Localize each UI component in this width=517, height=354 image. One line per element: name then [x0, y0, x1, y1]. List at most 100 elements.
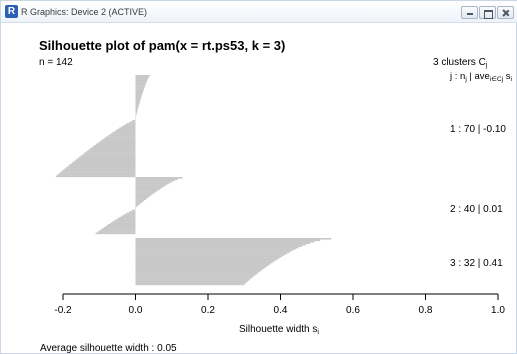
close-icon[interactable] [497, 6, 514, 19]
silhouette-bar-c2 [135, 198, 147, 200]
silhouette-bar-c2 [135, 191, 156, 193]
plot-title: Silhouette plot of pam(x = rt.ps53, k = … [39, 38, 285, 53]
silhouette-bar-c3 [135, 238, 332, 240]
silhouette-bar-c1 [135, 105, 139, 108]
silhouette-bar-c1 [135, 95, 142, 98]
silhouette-bar-c3 [135, 283, 245, 286]
silhouette-bar-c1 [135, 93, 143, 96]
silhouette-bar-c2 [135, 199, 145, 202]
silhouette-bar-c3 [135, 280, 248, 283]
silhouette-bar-c2 [135, 192, 154, 195]
silhouette-bar-c2 [135, 177, 183, 179]
legend-header-sub3: i [510, 76, 511, 83]
silhouette-bar-c1 [135, 92, 143, 95]
x-axis-label-sub: i [317, 329, 319, 336]
silhouette-bar-c1 [106, 136, 136, 138]
silhouette-bar-c2 [135, 188, 160, 190]
silhouette-bar-c1 [116, 128, 136, 131]
silhouette-bar-c1 [82, 153, 136, 156]
silhouette-bar-c1 [131, 120, 136, 122]
maximize-icon[interactable] [479, 6, 496, 19]
silhouette-bar-c1 [69, 163, 136, 166]
x-tick-label: -0.2 [54, 305, 72, 316]
silhouette-bar-c1 [135, 108, 138, 111]
silhouette-bar-c2 [105, 225, 136, 228]
silhouette-bar-c1 [135, 101, 140, 103]
silhouette-bar-c2 [135, 179, 175, 182]
silhouette-bar-c2 [135, 189, 158, 192]
silhouette-bar-c1 [94, 144, 136, 147]
silhouette-bar-c3 [135, 265, 267, 268]
silhouette-bar-c1 [59, 172, 136, 175]
silhouette-bar-c2 [95, 232, 136, 235]
silhouette-bar-c1 [71, 162, 136, 165]
silhouette-bar-c1 [62, 169, 136, 172]
silhouette-bar-c3 [135, 249, 293, 252]
x-tick-label: 0.8 [419, 305, 433, 316]
silhouette-bar-c1 [104, 137, 136, 140]
window-title: R Graphics: Device 2 (ACTIVE) [21, 7, 148, 17]
silhouette-bar-c1 [98, 142, 136, 144]
silhouette-bar-c1 [73, 160, 136, 163]
silhouette-bar-c1 [135, 89, 144, 92]
silhouette-bar-c3 [135, 277, 252, 280]
silhouette-bar-c3 [135, 242, 310, 245]
average-width-label: Average silhouette width : 0.05 [40, 343, 177, 354]
minimize-icon[interactable] [461, 6, 478, 19]
silhouette-bar-c3 [135, 251, 290, 253]
silhouette-bar-c2 [112, 221, 136, 223]
silhouette-bar-c1 [108, 134, 136, 137]
silhouette-bar-c1 [86, 150, 136, 153]
silhouette-bar-c1 [135, 111, 138, 114]
silhouette-bar-c1 [135, 77, 149, 80]
silhouette-bar-c2 [103, 226, 136, 229]
silhouette-bar-c2 [121, 215, 136, 218]
silhouette-bar-c3 [135, 262, 271, 265]
title-bar[interactable]: R R Graphics: Device 2 (ACTIVE) [1, 1, 517, 23]
silhouette-bar-c2 [135, 178, 178, 180]
silhouette-bar-c1 [92, 146, 136, 149]
silhouette-bar-c3 [135, 258, 278, 261]
silhouette-bar-c3 [135, 252, 288, 255]
silhouette-bar-c1 [78, 156, 136, 159]
silhouette-bar-c1 [135, 109, 138, 112]
r-logo-icon: R [5, 5, 18, 18]
silhouette-bar-c2 [131, 209, 136, 212]
silhouette-bar-c2 [97, 231, 136, 233]
silhouette-bar-c1 [135, 76, 149, 79]
silhouette-bar-c1 [135, 82, 147, 84]
silhouette-bar-c3 [135, 273, 257, 275]
silhouette-bar-c3 [135, 267, 265, 269]
silhouette-bar-c3 [135, 282, 246, 284]
clusters-header-sub: j [485, 62, 488, 69]
x-axis-label: Silhouette width si [239, 324, 319, 336]
silhouette-bar-c1 [135, 79, 148, 81]
silhouette-bar-c3 [135, 270, 261, 272]
silhouette-bar-c1 [135, 104, 140, 106]
silhouette-bar-c2 [135, 205, 138, 208]
silhouette-bar-c3 [135, 248, 296, 250]
silhouette-bar-c1 [119, 127, 136, 130]
silhouette-bar-c1 [64, 168, 136, 170]
silhouette-bar-c3 [135, 239, 321, 242]
legend-header-sub2: i∈Cj [490, 76, 503, 83]
silhouette-bar-c1 [123, 124, 136, 127]
x-tick-label: 0.4 [274, 305, 288, 316]
silhouette-bar-c2 [110, 222, 136, 225]
silhouette-bar-c2 [119, 216, 136, 219]
silhouette-bar-c2 [126, 212, 136, 215]
silhouette-bar-c2 [135, 194, 152, 196]
silhouette-bars [55, 75, 332, 286]
silhouette-bar-c1 [88, 149, 136, 151]
legend-header-end: s [503, 71, 511, 82]
silhouette-bar-c3 [135, 271, 259, 274]
silhouette-bar-c1 [84, 152, 136, 154]
silhouette-bar-c3 [135, 276, 253, 278]
silhouette-bar-c1 [102, 139, 136, 141]
silhouette-plot: -0.2 0.0 0.2 0.4 0.6 0.8 1.0 Silhouette plot o… [39, 38, 512, 354]
cluster-label-3: 3 : 32 | 0.41 [450, 258, 503, 269]
x-axis-label-text: Silhouette width s [239, 324, 317, 335]
cluster-label-2: 2 : 40 | 0.01 [450, 204, 503, 215]
silhouette-bar-c1 [135, 83, 146, 86]
